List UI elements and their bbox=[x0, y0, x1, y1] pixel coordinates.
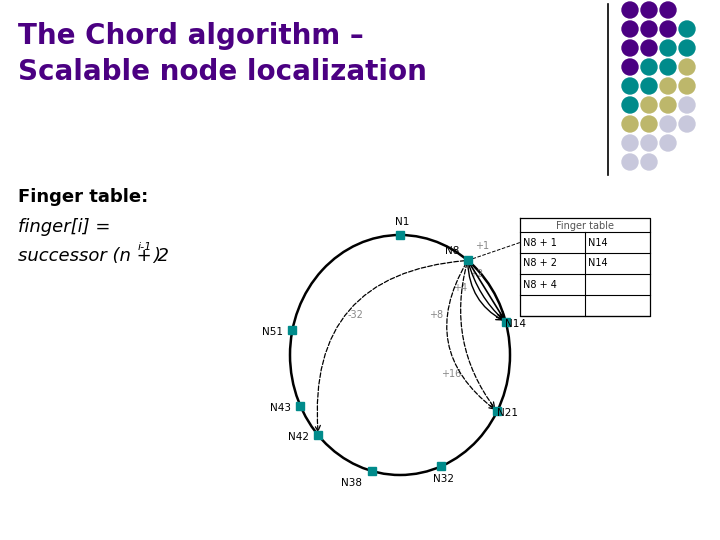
Text: N51: N51 bbox=[262, 327, 283, 337]
Circle shape bbox=[679, 40, 695, 56]
Circle shape bbox=[679, 78, 695, 94]
Circle shape bbox=[660, 135, 676, 151]
Text: N14: N14 bbox=[505, 319, 526, 329]
Circle shape bbox=[641, 21, 657, 37]
Circle shape bbox=[679, 97, 695, 113]
Circle shape bbox=[622, 21, 638, 37]
Circle shape bbox=[641, 40, 657, 56]
Text: Scalable node localization: Scalable node localization bbox=[18, 58, 427, 86]
Text: +2: +2 bbox=[469, 269, 483, 279]
Text: N8 + 2: N8 + 2 bbox=[523, 259, 557, 268]
Text: +1: +1 bbox=[474, 241, 489, 252]
Circle shape bbox=[622, 78, 638, 94]
Text: N8: N8 bbox=[444, 246, 459, 256]
Circle shape bbox=[622, 154, 638, 170]
Circle shape bbox=[679, 21, 695, 37]
Circle shape bbox=[641, 2, 657, 18]
Text: finger[i] =: finger[i] = bbox=[18, 218, 110, 236]
Circle shape bbox=[641, 78, 657, 94]
Circle shape bbox=[660, 40, 676, 56]
Circle shape bbox=[641, 154, 657, 170]
Circle shape bbox=[641, 135, 657, 151]
Text: i-1: i-1 bbox=[138, 242, 152, 252]
Text: N8 + 4: N8 + 4 bbox=[523, 280, 557, 289]
Text: The Chord algorithm –: The Chord algorithm – bbox=[18, 22, 364, 50]
Circle shape bbox=[622, 97, 638, 113]
Text: N21: N21 bbox=[497, 408, 518, 418]
Text: ): ) bbox=[153, 247, 160, 265]
Text: Finger table:: Finger table: bbox=[18, 188, 148, 206]
Circle shape bbox=[641, 59, 657, 75]
Circle shape bbox=[660, 2, 676, 18]
Text: Finger table: Finger table bbox=[556, 221, 614, 231]
Text: +8: +8 bbox=[428, 310, 443, 320]
Circle shape bbox=[622, 135, 638, 151]
Circle shape bbox=[622, 59, 638, 75]
Text: -32: -32 bbox=[347, 310, 363, 320]
Text: N32: N32 bbox=[433, 474, 454, 484]
Circle shape bbox=[679, 59, 695, 75]
Text: N42: N42 bbox=[288, 433, 309, 442]
Circle shape bbox=[622, 2, 638, 18]
Text: N14: N14 bbox=[588, 259, 608, 268]
Text: +4: +4 bbox=[453, 284, 467, 293]
Circle shape bbox=[660, 21, 676, 37]
Circle shape bbox=[660, 78, 676, 94]
Circle shape bbox=[641, 116, 657, 132]
Text: N1: N1 bbox=[395, 217, 409, 227]
Circle shape bbox=[622, 40, 638, 56]
Text: N38: N38 bbox=[341, 478, 362, 488]
Text: N8 + 1: N8 + 1 bbox=[523, 238, 557, 247]
Text: N14: N14 bbox=[588, 238, 608, 247]
Circle shape bbox=[622, 116, 638, 132]
Text: +16: +16 bbox=[441, 369, 461, 379]
Circle shape bbox=[641, 97, 657, 113]
Circle shape bbox=[660, 97, 676, 113]
Circle shape bbox=[660, 59, 676, 75]
Circle shape bbox=[679, 116, 695, 132]
Text: N43: N43 bbox=[270, 403, 291, 413]
Circle shape bbox=[660, 116, 676, 132]
Text: successor (n + 2: successor (n + 2 bbox=[18, 247, 169, 265]
